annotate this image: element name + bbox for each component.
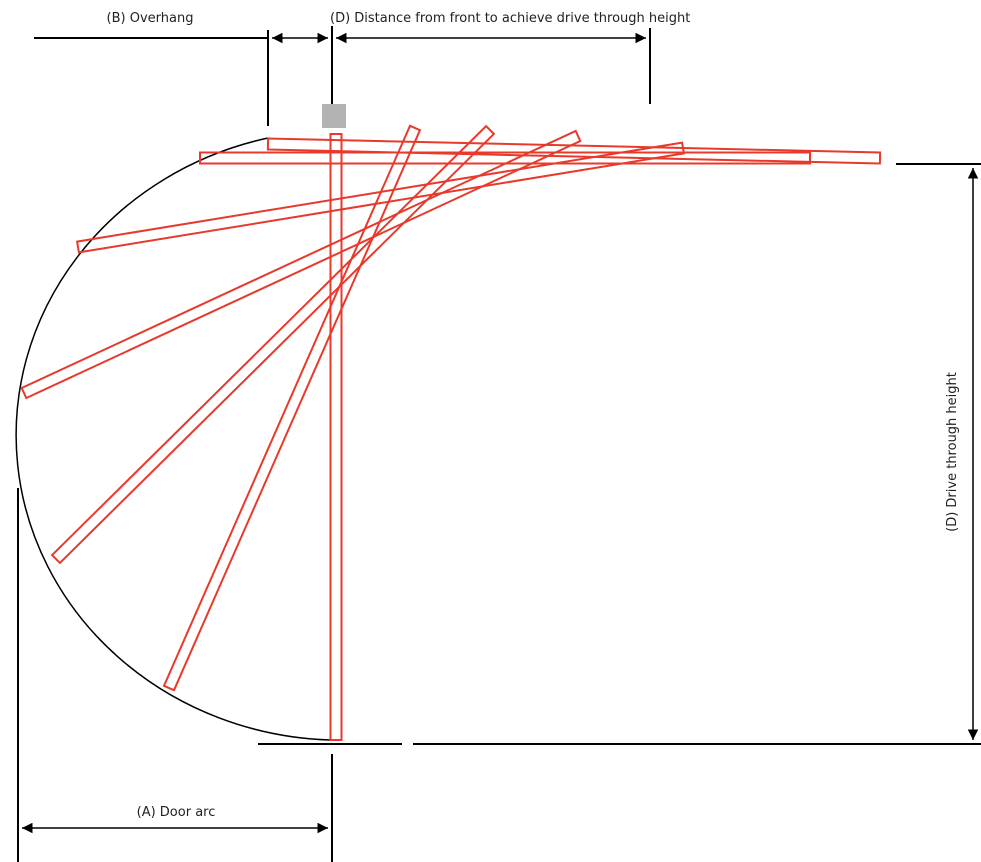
door-panel-positions [20, 124, 882, 741]
door-panel-position-1 [329, 133, 343, 741]
drive-through-height-label: (D) Drive through height [945, 372, 960, 532]
door-panel-position-5 [75, 141, 686, 254]
door-arc-label: (A) Door arc [137, 805, 216, 820]
overhang-label: (B) Overhang [107, 11, 194, 26]
door-panel-position-4 [20, 129, 582, 400]
door-panel-position-7 [266, 137, 882, 165]
door-panel-position-3 [50, 124, 496, 565]
roller-square [322, 104, 346, 128]
door-panel-position-2 [162, 124, 422, 692]
front-distance-label: (D) Distance from front to achieve drive… [330, 11, 690, 26]
door-arc-curve [15, 137, 331, 741]
door-panel-position-6 [199, 151, 811, 165]
